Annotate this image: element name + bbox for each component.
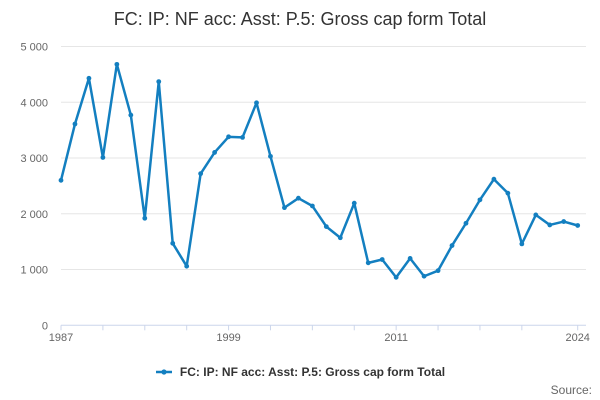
data-point-marker[interactable] <box>463 220 469 226</box>
data-point-marker[interactable] <box>519 241 525 247</box>
data-point-marker[interactable] <box>86 75 92 81</box>
x-axis-tick-label: 1987 <box>49 332 73 344</box>
series-line[interactable] <box>59 63 579 279</box>
data-point-marker[interactable] <box>58 177 64 183</box>
data-point-marker[interactable] <box>435 268 441 274</box>
data-point-marker[interactable] <box>72 121 78 127</box>
data-point-marker[interactable] <box>282 205 287 211</box>
data-point-marker[interactable] <box>198 171 204 177</box>
legend: FC: IP: NF acc: Asst: P.5: Gross cap for… <box>0 365 600 379</box>
data-point-marker[interactable] <box>533 212 539 218</box>
data-point-marker[interactable] <box>351 200 357 206</box>
data-point-marker[interactable] <box>561 219 567 224</box>
data-point-marker[interactable] <box>184 263 190 269</box>
data-point-marker[interactable] <box>323 224 329 230</box>
data-point-marker[interactable] <box>365 260 371 266</box>
data-point-marker[interactable] <box>226 134 231 140</box>
source-credit: Source: <box>550 383 592 397</box>
data-point-marker[interactable] <box>128 112 134 118</box>
data-point-marker[interactable] <box>170 240 176 246</box>
data-point-marker[interactable] <box>477 197 483 203</box>
data-point-marker[interactable] <box>337 235 343 241</box>
data-point-marker[interactable] <box>142 215 148 221</box>
data-point-marker[interactable] <box>407 255 413 261</box>
data-point-marker[interactable] <box>547 222 553 228</box>
data-point-marker[interactable] <box>309 203 315 209</box>
data-point-marker[interactable] <box>575 223 581 228</box>
x-axis-tick-label: 2011 <box>384 332 408 344</box>
data-point-marker[interactable] <box>240 134 245 140</box>
x-axis-tick-label: 2024 <box>565 332 589 344</box>
legend-label[interactable]: FC: IP: NF acc: Asst: P.5: Gross cap for… <box>179 365 446 379</box>
data-point-marker[interactable] <box>254 100 259 106</box>
data-point-marker[interactable] <box>421 273 427 279</box>
y-axis-tick-label: 0 <box>42 320 48 332</box>
data-point-marker[interactable] <box>268 153 273 159</box>
y-axis-tick-label: 4 000 <box>20 97 48 109</box>
y-axis-tick-label: 1 000 <box>20 265 48 277</box>
y-axis-tick-label: 5 000 <box>20 42 48 54</box>
data-point-marker[interactable] <box>393 274 399 280</box>
plot-area: 0 1 000 2 000 3 000 4 000 5 000 1987 1999 2011 20… <box>20 42 589 344</box>
data-point-marker[interactable] <box>296 195 301 201</box>
data-point-marker[interactable] <box>379 257 385 262</box>
data-point-marker[interactable] <box>156 79 162 85</box>
data-point-marker[interactable] <box>114 61 120 67</box>
y-axis-tick-label: 3 000 <box>20 153 48 165</box>
data-point-marker[interactable] <box>449 243 455 248</box>
data-point-marker[interactable] <box>100 155 106 160</box>
legend-line-marker-icon <box>155 367 173 377</box>
x-axis-tick-label: 1999 <box>216 332 240 344</box>
data-point-marker[interactable] <box>491 176 497 182</box>
data-point-marker[interactable] <box>212 150 218 155</box>
legend-item[interactable]: FC: IP: NF acc: Asst: P.5: Gross cap for… <box>155 365 445 379</box>
data-point-marker[interactable] <box>505 190 511 196</box>
chart-title: FC: IP: NF acc: Asst: P.5: Gross cap for… <box>113 9 487 29</box>
y-axis-tick-label: 2 000 <box>20 209 48 221</box>
